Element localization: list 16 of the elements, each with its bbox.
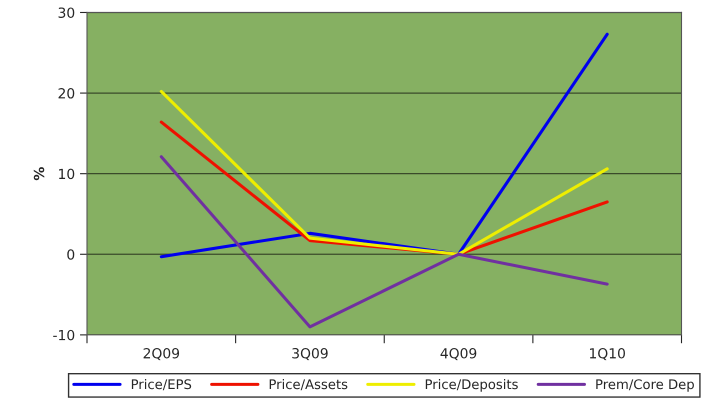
- legend-label: Price/Deposits: [426, 378, 518, 392]
- y-tick-label: 10: [59, 168, 74, 180]
- y-tick-label: 30: [58, 7, 74, 18]
- y-axis-title: %: [34, 167, 44, 180]
- x-tick-label: 2Q09: [144, 348, 180, 360]
- line-series: [160, 155, 609, 328]
- x-tick-label: 3Q09: [292, 348, 328, 360]
- legend-label: Price/EPS: [132, 378, 192, 390]
- legend-label: Prem/Core Dep: [596, 379, 694, 392]
- x-tick-label: 1Q10: [590, 348, 625, 360]
- line-series: [160, 90, 609, 256]
- legend-label: Price/Assets: [270, 378, 348, 390]
- y-tick-label: 0: [67, 249, 74, 260]
- x-tick-label: 4Q09: [440, 348, 476, 360]
- y-tick-label: -10: [53, 330, 74, 340]
- y-tick-label: 20: [58, 88, 74, 99]
